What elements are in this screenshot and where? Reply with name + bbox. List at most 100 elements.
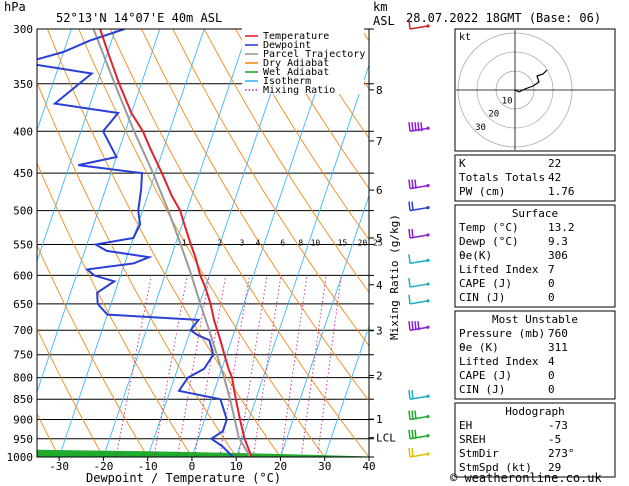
mixing-ratio-line — [317, 275, 342, 457]
stat-value: 0 — [548, 277, 555, 290]
temperature-tick-label: 40 — [362, 460, 375, 473]
wind-barb-flag — [411, 410, 414, 420]
pressure-tick-label: 350 — [13, 78, 33, 91]
height-tick-label: 3 — [376, 325, 383, 338]
axes: 3003504004505005506006507007508008509009… — [7, 23, 397, 473]
stat-value: -73 — [548, 419, 568, 432]
stat-label: θe(K) — [459, 249, 492, 262]
height-tick-label: 2 — [376, 369, 383, 382]
most-unstable-box — [454, 310, 616, 400]
height-tick-label: 1 — [376, 413, 383, 426]
wind-barb-flag — [408, 321, 411, 331]
location-title: 52°13'N 14°07'E 40m ASL — [56, 11, 222, 25]
stat-label: Pressure (mb) — [459, 327, 545, 340]
height-tick-label: LCL — [376, 432, 396, 445]
legend-label: Mixing Ratio — [263, 85, 335, 96]
pressure-tick-label: 550 — [13, 238, 33, 251]
hodograph-ring-label: 20 — [488, 110, 499, 120]
wind-barb-flag — [408, 122, 411, 132]
stat-label: SREH — [459, 433, 486, 446]
mixing-ratio-label: 4 — [255, 238, 260, 247]
wind-barb-dot — [426, 233, 430, 237]
stat-label: PW (cm) — [459, 185, 505, 198]
height-tick-label: 5 — [376, 232, 383, 245]
stat-value: 4 — [548, 355, 555, 368]
stat-label: Lifted Index — [459, 355, 539, 368]
diagram-background-lines — [37, 29, 369, 457]
stat-value: 306 — [548, 249, 568, 262]
temperature-tick-label: 20 — [274, 460, 287, 473]
stat-label: Lifted Index — [459, 263, 539, 276]
dry-adiabat-line — [266, 29, 369, 190]
dry-adiabat-line — [78, 29, 326, 457]
wind-barb-flag — [411, 321, 414, 331]
legend-label: Wet Adiabat — [263, 67, 329, 78]
wind-barb-flag — [414, 122, 417, 132]
height-tick-label: 6 — [376, 184, 383, 197]
stat-value: 0 — [548, 383, 555, 396]
stat-label: Totals Totals — [459, 171, 545, 184]
stat-value: 22 — [548, 157, 561, 170]
isotherm-line — [102, 29, 249, 457]
hodograph-stats-box — [454, 402, 616, 478]
stat-label: CAPE (J) — [459, 369, 512, 382]
wind-barb-flag — [414, 321, 417, 331]
wind-barb-dot — [426, 24, 430, 28]
stat-value: 9.3 — [548, 235, 568, 248]
wind-barb-dot — [426, 299, 430, 303]
hodograph-unit: kt — [459, 32, 471, 43]
isotherm-line — [37, 29, 72, 132]
wind-barb-staff — [409, 283, 429, 288]
wind-barb-flag — [414, 410, 417, 420]
temperature-line — [99, 29, 253, 457]
surface-title: Surface — [512, 207, 558, 220]
wet-adiabat-line — [37, 449, 369, 457]
mixing-ratio-label: 15 — [338, 238, 348, 247]
pressure-tick-label: 850 — [13, 393, 33, 406]
isotherm-line — [280, 194, 369, 457]
wind-barb-flag — [411, 201, 414, 211]
pressure-unit: hPa — [4, 0, 26, 14]
wind-barb-flag — [420, 122, 423, 132]
mixing-ratio-label: 10 — [311, 238, 321, 247]
km-unit: km — [373, 0, 387, 14]
temperature-tick-label: -10 — [138, 460, 158, 473]
wind-barb-flag — [408, 277, 411, 288]
dry-adiabat-line — [172, 29, 369, 347]
legend-label: Dry Adiabat — [263, 58, 329, 69]
pressure-tick-label: 300 — [13, 23, 33, 36]
mixing-ratio-line — [153, 275, 188, 457]
wind-barb-staff — [409, 25, 429, 30]
wind-barb-flag — [411, 429, 414, 439]
wind-barb-dot — [426, 126, 430, 130]
stat-value: 0 — [548, 369, 555, 382]
legend-background — [242, 28, 364, 94]
dewpoint-line — [37, 29, 234, 457]
legend-label: Dewpoint — [263, 40, 311, 51]
wind-barb-dot — [426, 205, 430, 210]
legend-label: Temperature — [263, 31, 329, 42]
mixing-ratio-label: 8 — [298, 238, 303, 247]
datetime-title: 28.07.2022 18GMT (Base: 06) — [406, 11, 601, 25]
asl-unit: ASL — [373, 14, 395, 28]
wind-barb-dot — [426, 258, 430, 262]
temperature-tick-label: 10 — [230, 460, 243, 473]
wind-barb-flag — [408, 19, 411, 30]
wet-adiabat-line — [37, 451, 325, 457]
dry-adiabat-line — [37, 162, 193, 457]
wind-barb-dot — [426, 414, 430, 419]
wind-barb-flag — [414, 179, 417, 189]
hodograph-stats-title: Hodograph — [505, 405, 565, 418]
stat-label: Dewp (°C) — [459, 235, 519, 248]
legend-label: Parcel Trajectory — [263, 49, 365, 60]
wind-barb-dot — [426, 282, 430, 286]
dry-adiabat-line — [37, 244, 149, 457]
most-unstable-title: Most Unstable — [492, 313, 578, 326]
wind-barb-flag — [417, 321, 420, 331]
dry-adiabat-line — [109, 29, 369, 457]
mixing-ratio-axis-label: Mixing Ratio (g/kg) — [388, 214, 401, 340]
stat-label: CIN (J) — [459, 291, 505, 304]
